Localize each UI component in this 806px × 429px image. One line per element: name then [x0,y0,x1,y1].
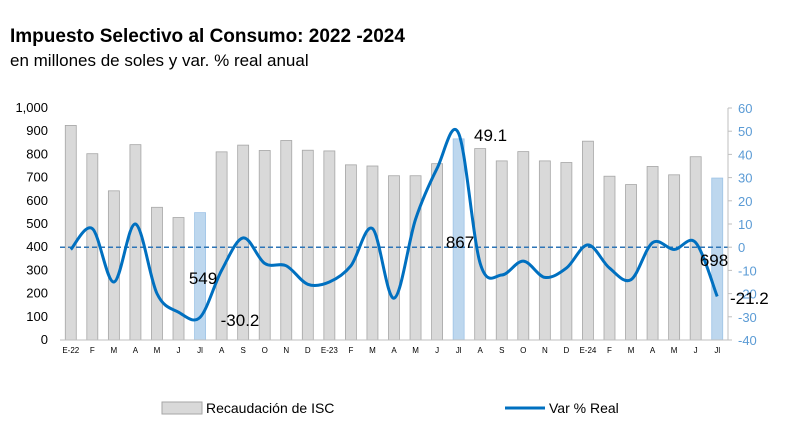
bar-27 [646,166,659,341]
legend: Recaudación de ISC Var % Real [161,400,619,416]
x-tick-label: M [412,346,419,355]
line-data-label: -30.2 [221,311,260,330]
y-right-tick: 0 [738,240,745,255]
line-data-label: -21.2 [730,289,769,308]
bar-3 [129,144,142,341]
bar-5 [172,217,185,341]
x-tick-label: Jl [197,346,203,355]
x-tick-label: M [111,346,118,355]
x-tick-label: A [219,346,225,355]
x-tick-label: F [607,346,612,355]
y-right-tick: 10 [738,217,752,232]
y-right-tick: 30 [738,171,752,186]
line-data-label: 49.1 [474,126,507,145]
x-tick-label: N [283,346,289,355]
bar-9 [258,150,271,341]
x-tick-label: A [391,346,397,355]
x-tick-label: A [478,346,484,355]
y-left-tick: 700 [26,170,48,185]
y-right-tick: -40 [738,333,757,348]
y-right-tick: 40 [738,147,752,162]
x-tick-label: M [671,346,678,355]
bar-10 [280,140,293,341]
bar-20 [495,160,508,341]
bar-17 [431,163,443,341]
x-tick-label: Jl [456,346,462,355]
x-tick-label: E-22 [62,346,79,355]
y-left-tick: 1,000 [15,100,48,115]
axes: 01002003004005006007008009001,000-40-30-… [15,100,756,355]
y-left-tick: 600 [26,193,48,208]
y-left-tick: 500 [26,216,48,231]
legend-line-label: Var % Real [549,400,619,416]
bar-13 [345,164,357,341]
x-tick-label: E-23 [321,346,338,355]
bar-15 [388,175,400,341]
x-tick-label: M [628,346,635,355]
bar-14 [366,165,379,341]
x-tick-label: J [694,346,698,355]
legend-bar-swatch [161,401,203,415]
y-left-tick: 800 [26,146,48,161]
y-left-tick: 900 [26,123,48,138]
bar-0 [64,125,77,341]
x-tick-label: J [177,346,181,355]
bar-11 [301,149,314,341]
y-left-tick: 0 [41,332,48,347]
x-tick-label: O [262,346,268,355]
x-tick-label: S [499,346,504,355]
line-series [69,128,719,322]
bar-16 [409,175,422,341]
x-tick-label: D [305,346,311,355]
bar-21 [517,151,530,341]
y-right-tick: -10 [738,263,757,278]
x-tick-label: M [369,346,376,355]
y-left-tick: 200 [26,286,48,301]
bar-2 [107,190,120,341]
bar-12 [323,150,336,341]
bar-25 [603,175,616,341]
bar-data-label: 867 [446,233,474,252]
x-tick-label: A [133,346,139,355]
bar-22 [538,160,551,341]
chart-title: Impuesto Selectivo al Consumo: 2022 -202… [10,26,405,47]
legend-bar-label: Recaudación de ISC [206,400,334,416]
x-tick-label: D [563,346,569,355]
chart-subtitle: en millones de soles y var. % real anual [10,51,309,70]
x-tick-label: A [650,346,656,355]
x-tick-label: Jl [714,346,720,355]
y-right-tick: 60 [738,101,752,116]
y-right-tick: 50 [738,124,752,139]
y-left-tick: 300 [26,262,48,277]
bar-23 [560,162,573,341]
var-real-line [69,128,719,322]
y-left-tick: 400 [26,239,48,254]
x-tick-label: F [348,346,353,355]
bar-series [64,125,724,341]
bar-4 [151,206,163,341]
x-tick-label: N [542,346,548,355]
x-tick-label: M [154,346,161,355]
x-tick-label: O [520,346,526,355]
y-right-tick: 20 [738,194,752,209]
y-right-tick: -20 [738,287,757,302]
x-tick-label: F [90,346,95,355]
x-tick-label: E-24 [579,346,596,355]
bar-data-label: 698 [700,251,728,270]
x-tick-label: S [240,346,245,355]
y-left-tick: 100 [26,309,48,324]
bar-24 [582,140,594,341]
y-right-tick: -30 [738,310,757,325]
bar-26 [625,184,637,341]
bar-28 [668,174,681,341]
data-labels: 549 867 698 -30.2 49.1 -21.2 [189,126,769,330]
bar-data-label: 549 [189,269,217,288]
x-tick-label: J [435,346,439,355]
